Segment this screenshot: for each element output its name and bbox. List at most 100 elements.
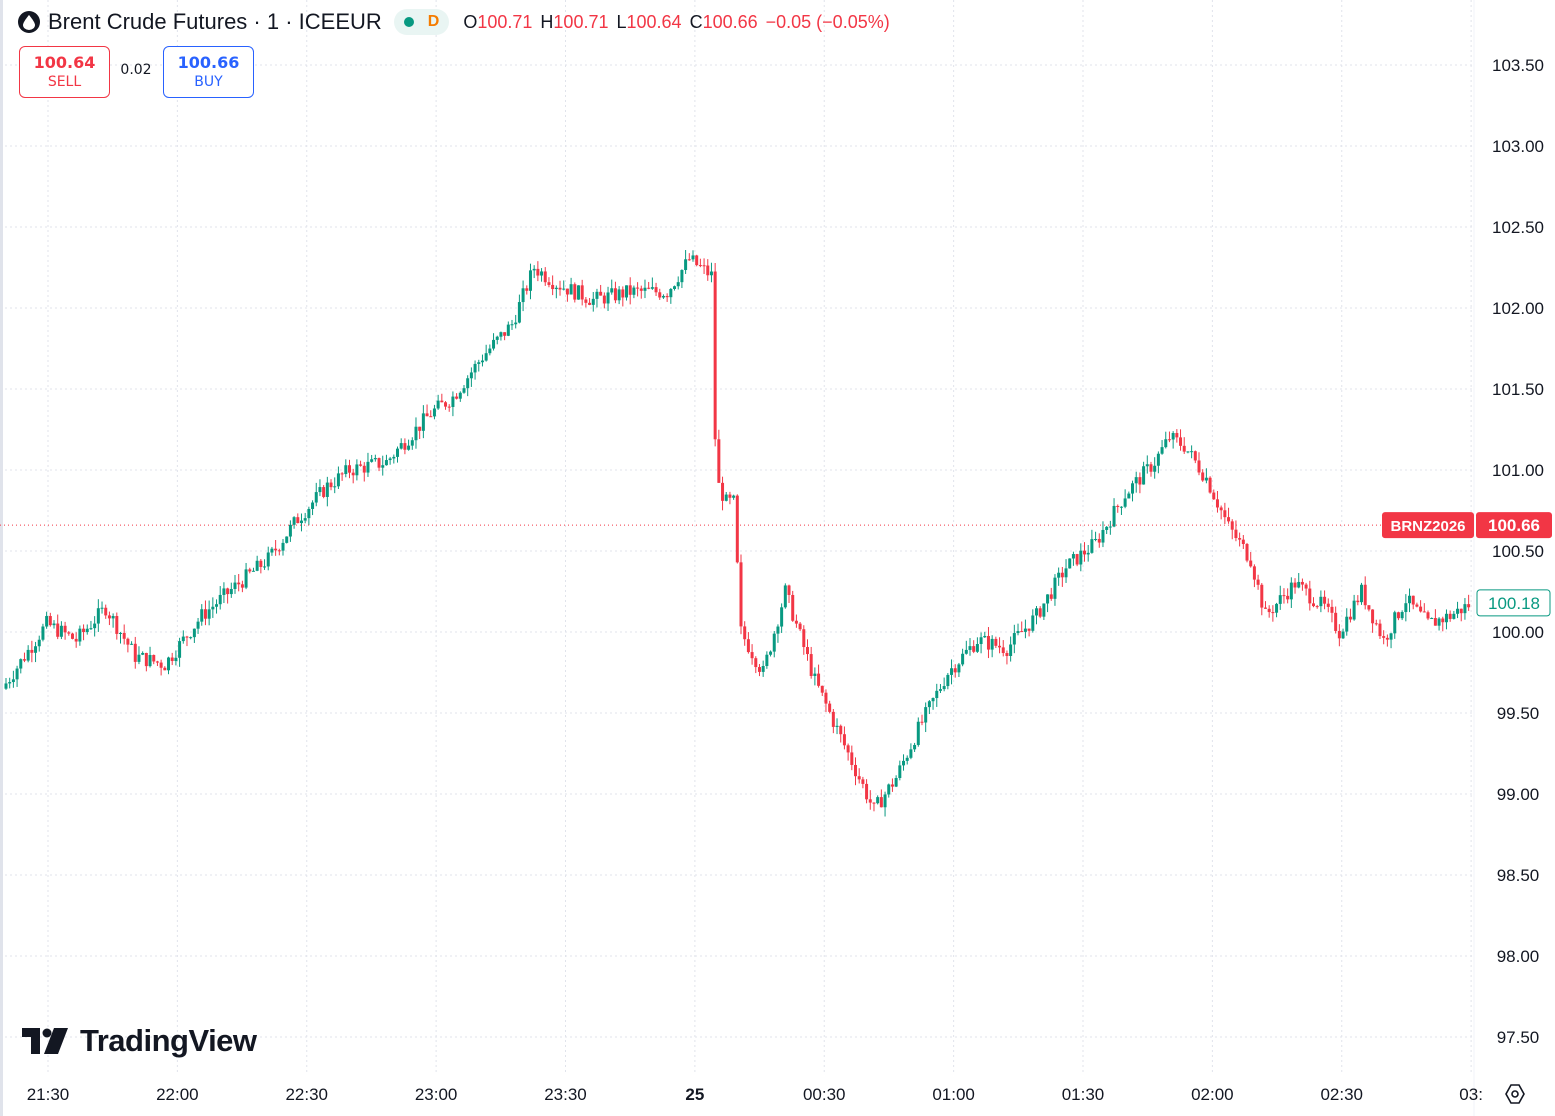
candle-body [462, 388, 466, 393]
candle-body [1156, 453, 1160, 466]
time-tick-label: 21:30 [27, 1085, 70, 1104]
candle-body [388, 458, 392, 461]
candle-body [1193, 451, 1197, 461]
candle-body [610, 288, 614, 293]
candle-body [909, 749, 913, 758]
candle-body [713, 271, 717, 440]
marker-price-label: 100.18 [1488, 594, 1540, 613]
candle-body [698, 265, 702, 267]
candle-body [1378, 623, 1382, 637]
candle-body [366, 461, 370, 473]
candle-body [979, 637, 983, 645]
symbol-title[interactable]: Brent Crude Futures · 1 · ICEEUR [48, 9, 382, 34]
candle-body [1363, 584, 1367, 606]
price-tick-label: 103.50 [1492, 56, 1544, 75]
axis-settings-icon[interactable] [1503, 1082, 1527, 1106]
candle-body [1068, 558, 1072, 569]
tradingview-logo[interactable]: TradingView [22, 1022, 257, 1060]
candle-body [499, 332, 503, 337]
candle-body [1075, 554, 1079, 565]
open-label: O [463, 11, 478, 32]
price-tick-label: 101.00 [1492, 461, 1544, 480]
candle-body [946, 674, 950, 687]
candle-body [916, 721, 920, 745]
candle-body [576, 285, 580, 300]
candle-body [776, 626, 780, 634]
candle-body [765, 654, 769, 667]
candle-body [1012, 633, 1016, 645]
candle-body [817, 673, 821, 686]
spread-value: 0.02 [120, 62, 152, 78]
candle-body [1400, 612, 1404, 619]
candle-body [392, 456, 396, 459]
time-tick-label: 00:30 [803, 1085, 846, 1104]
candle-body [709, 271, 713, 276]
candle-body [905, 757, 909, 761]
sell-button[interactable]: 100.64 SELL [19, 46, 110, 98]
price-axis[interactable]: 97.50 98.00 98.50 99.00 99.50 100.00 100.50 101… [1492, 56, 1544, 1047]
sell-price: 100.64 [33, 53, 96, 72]
candle-body [1238, 538, 1242, 540]
time-axis[interactable]: 21:30 22:00 22:30 23:00 23:30 25 00:30 01:00 01:… [27, 1085, 1483, 1104]
candle-body [1323, 596, 1327, 604]
candle-body [407, 445, 411, 450]
candle-body [521, 288, 525, 303]
candle-body [399, 443, 403, 449]
candle-body [820, 685, 824, 693]
candle-body [466, 378, 470, 389]
candle-body [444, 402, 448, 407]
marker-price-badge [1476, 589, 1551, 617]
candle-body [1426, 612, 1430, 619]
candle-body [813, 673, 817, 676]
time-tick-label: 03: [1459, 1085, 1483, 1104]
candle-body [669, 288, 673, 298]
candle-body [824, 692, 828, 704]
candle-body [1138, 477, 1142, 485]
candle-body [1116, 505, 1120, 508]
candle-body [1112, 505, 1116, 527]
candle-body [990, 638, 994, 650]
candle-body [783, 585, 787, 608]
candle-body [37, 639, 41, 647]
candle-body [1385, 637, 1389, 640]
candle-body [636, 287, 640, 289]
candle-body [458, 392, 462, 399]
candle-body [613, 288, 617, 301]
candle-body [1090, 539, 1094, 553]
buy-button[interactable]: 100.66 BUY [163, 46, 254, 98]
candle-body [1393, 612, 1397, 634]
candle-body [1267, 608, 1271, 613]
candle-body [743, 626, 747, 640]
candle-body [336, 473, 340, 487]
candle-body [344, 465, 348, 475]
candle-body [650, 287, 654, 289]
candle-body [1433, 618, 1437, 626]
candle-body [48, 616, 52, 626]
candle-body [935, 690, 939, 699]
candle-body [728, 494, 732, 498]
candle-body [318, 487, 322, 493]
candle-body [1201, 472, 1205, 481]
candle-body [359, 464, 363, 466]
tradingview-logo-icon [22, 1028, 68, 1054]
candle-body [591, 298, 595, 305]
candle-body [1119, 506, 1123, 508]
candle-body [706, 265, 710, 276]
candle-body [137, 654, 141, 662]
candle-body [67, 632, 71, 634]
candle-body [913, 744, 917, 750]
candle-body [477, 362, 481, 364]
candle-body [469, 372, 473, 379]
candle-body [1145, 464, 1149, 467]
candle-body [492, 339, 496, 349]
candle-body [1275, 603, 1279, 613]
market-status[interactable]: D [393, 9, 450, 35]
candle-body [1437, 618, 1441, 626]
candle-body [85, 628, 89, 633]
candle-body [1315, 606, 1319, 608]
candle-body [4, 683, 8, 689]
candle-body [1371, 609, 1375, 624]
candle-body [1360, 584, 1364, 603]
candle-body [307, 508, 311, 519]
